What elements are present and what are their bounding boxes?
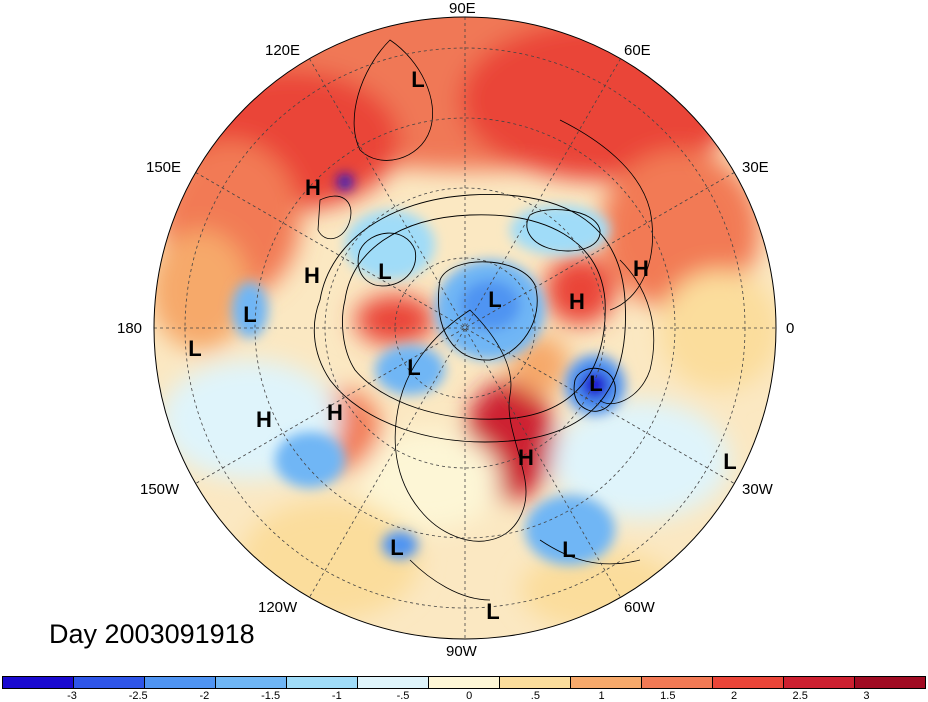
pressure-center-marker: H <box>569 289 585 314</box>
map-boundary <box>153 16 777 640</box>
pressure-center-marker: L <box>723 449 737 474</box>
colorbar-swatch <box>713 677 784 688</box>
colorbar-tick-label: 2.5 <box>792 690 808 702</box>
lon-label-150w: 150W <box>140 481 180 498</box>
lon-label-60e: 60E <box>624 42 651 59</box>
pressure-center-marker: H <box>518 445 534 470</box>
colorbar-swatch <box>3 677 74 688</box>
colorbar-tick-label: 1.5 <box>660 690 676 702</box>
lon-label-180: 180 <box>117 320 143 337</box>
graticule <box>154 17 776 639</box>
pressure-center-marker: H <box>304 263 320 288</box>
colorbar-tick-label: -1.5 <box>261 690 281 702</box>
pressure-center-marker: H <box>633 256 649 281</box>
colorbar-swatch <box>500 677 571 688</box>
coastlines <box>317 39 655 601</box>
pressure-center-marker: L <box>407 355 421 380</box>
lon-label-120w: 120W <box>258 599 298 616</box>
colorbar-tick-label: -2.5 <box>128 690 148 702</box>
pressure-center-marker: L <box>488 287 502 312</box>
colorbar-swatch <box>784 677 855 688</box>
colorbar-swatch <box>642 677 713 688</box>
lon-label-150e: 150E <box>146 159 182 176</box>
colorbar-swatch <box>74 677 145 688</box>
colorbar-swatch <box>287 677 358 688</box>
pressure-contours <box>313 194 626 443</box>
lon-label-30w: 30W <box>742 481 773 498</box>
pressure-center-marker: H <box>327 400 343 425</box>
pressure-center-marker: L <box>411 67 425 92</box>
lon-label-30e: 30E <box>742 159 769 176</box>
pressure-center-marker: L <box>589 371 603 396</box>
colorbar-tick-label: -2 <box>199 690 210 702</box>
pressure-center-marker: L <box>243 302 257 327</box>
colorbar-swatch <box>216 677 287 688</box>
colorbar-tick-label: -1 <box>331 690 342 702</box>
colorbar <box>2 676 926 689</box>
pressure-center-marker: H <box>305 175 321 200</box>
colorbar-tick-label: -.5 <box>396 690 410 702</box>
pressure-center-marker: L <box>390 535 404 560</box>
lon-label-90w: 90W <box>446 643 477 660</box>
date-label: Day 2003091918 <box>49 619 255 649</box>
pressure-center-marker: L <box>562 537 576 562</box>
colorbar-tick-label: -3 <box>67 690 77 702</box>
lon-label-0: 0 <box>786 320 795 337</box>
colorbar-swatch <box>145 677 216 688</box>
lon-label-90e: 90E <box>449 0 476 17</box>
pressure-center-marker: H <box>256 407 272 432</box>
colorbar-swatch <box>429 677 500 688</box>
colorbar-swatch <box>358 677 429 688</box>
lon-label-120e: 120E <box>265 42 301 59</box>
pressure-center-marker: L <box>486 599 500 624</box>
lon-label-60w: 60W <box>624 599 655 616</box>
colorbar-tick-label: .5 <box>530 690 540 702</box>
colorbar-tick-label: 3 <box>863 690 870 702</box>
colorbar-tick-label: 1 <box>598 690 605 702</box>
pressure-center-marker: L <box>378 259 392 284</box>
colorbar-swatch <box>855 677 925 688</box>
colorbar-swatch <box>571 677 642 688</box>
pressure-center-marker: L <box>188 336 202 361</box>
colorbar-tick-label: 2 <box>730 690 738 702</box>
colorbar-tick-label: 0 <box>466 690 473 702</box>
